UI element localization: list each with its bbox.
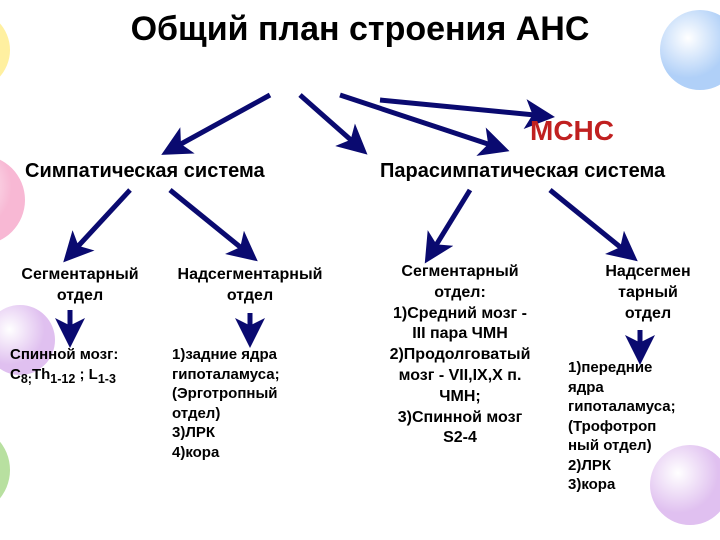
symp-segmental: Сегментарный отдел: [10, 265, 150, 307]
para-segmental: Сегментарный отдел: 1)Средний мозг - III…: [360, 262, 560, 449]
spinal-cord: Спинной мозг:C8;Th1-12 ; L1-3: [10, 345, 170, 387]
symp-suprasegmental: Надсегментарный отдел: [160, 265, 340, 307]
symp-nuclei-list: 1)задние ядра гипоталамуса; (Эрготропный…: [172, 345, 342, 462]
parasympathetic-system: Парасимпатическая система: [380, 160, 665, 183]
mchc-label: МСНС: [530, 115, 614, 147]
sympathetic-system: Симпатическая система: [25, 160, 265, 183]
para-suprasegmental: Надсегмен тарный отдел: [588, 262, 708, 324]
page-title: Общий план строения АНС: [0, 10, 720, 49]
para-nuclei-list: 1)передние ядра гипоталамуса; (Трофотроп…: [568, 358, 718, 495]
